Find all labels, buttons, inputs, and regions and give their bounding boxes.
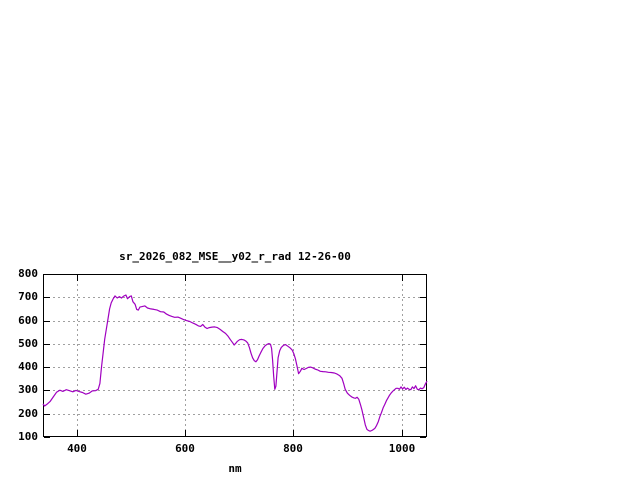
x-tick-label: 600 xyxy=(175,442,195,455)
x-tick-label: 400 xyxy=(67,442,87,455)
y-tick-label: 700 xyxy=(18,290,38,303)
y-tick-label: 600 xyxy=(18,314,38,327)
y-tick-label: 400 xyxy=(18,360,38,373)
x-axis-label: nm xyxy=(228,462,242,475)
y-tick-label: 500 xyxy=(18,337,38,350)
y-tick-label: 100 xyxy=(18,430,38,443)
chart-title: sr_2026_082_MSE__y02_r_rad 12-26-00 xyxy=(119,250,351,263)
y-tick-label: 800 xyxy=(18,267,38,280)
x-tick-label: 800 xyxy=(283,442,303,455)
plot-border xyxy=(43,274,427,437)
x-tick-label: 1000 xyxy=(388,442,416,455)
y-tick-label: 200 xyxy=(18,407,38,420)
spectral-curve xyxy=(42,294,428,432)
y-tick-label: 300 xyxy=(18,383,38,396)
